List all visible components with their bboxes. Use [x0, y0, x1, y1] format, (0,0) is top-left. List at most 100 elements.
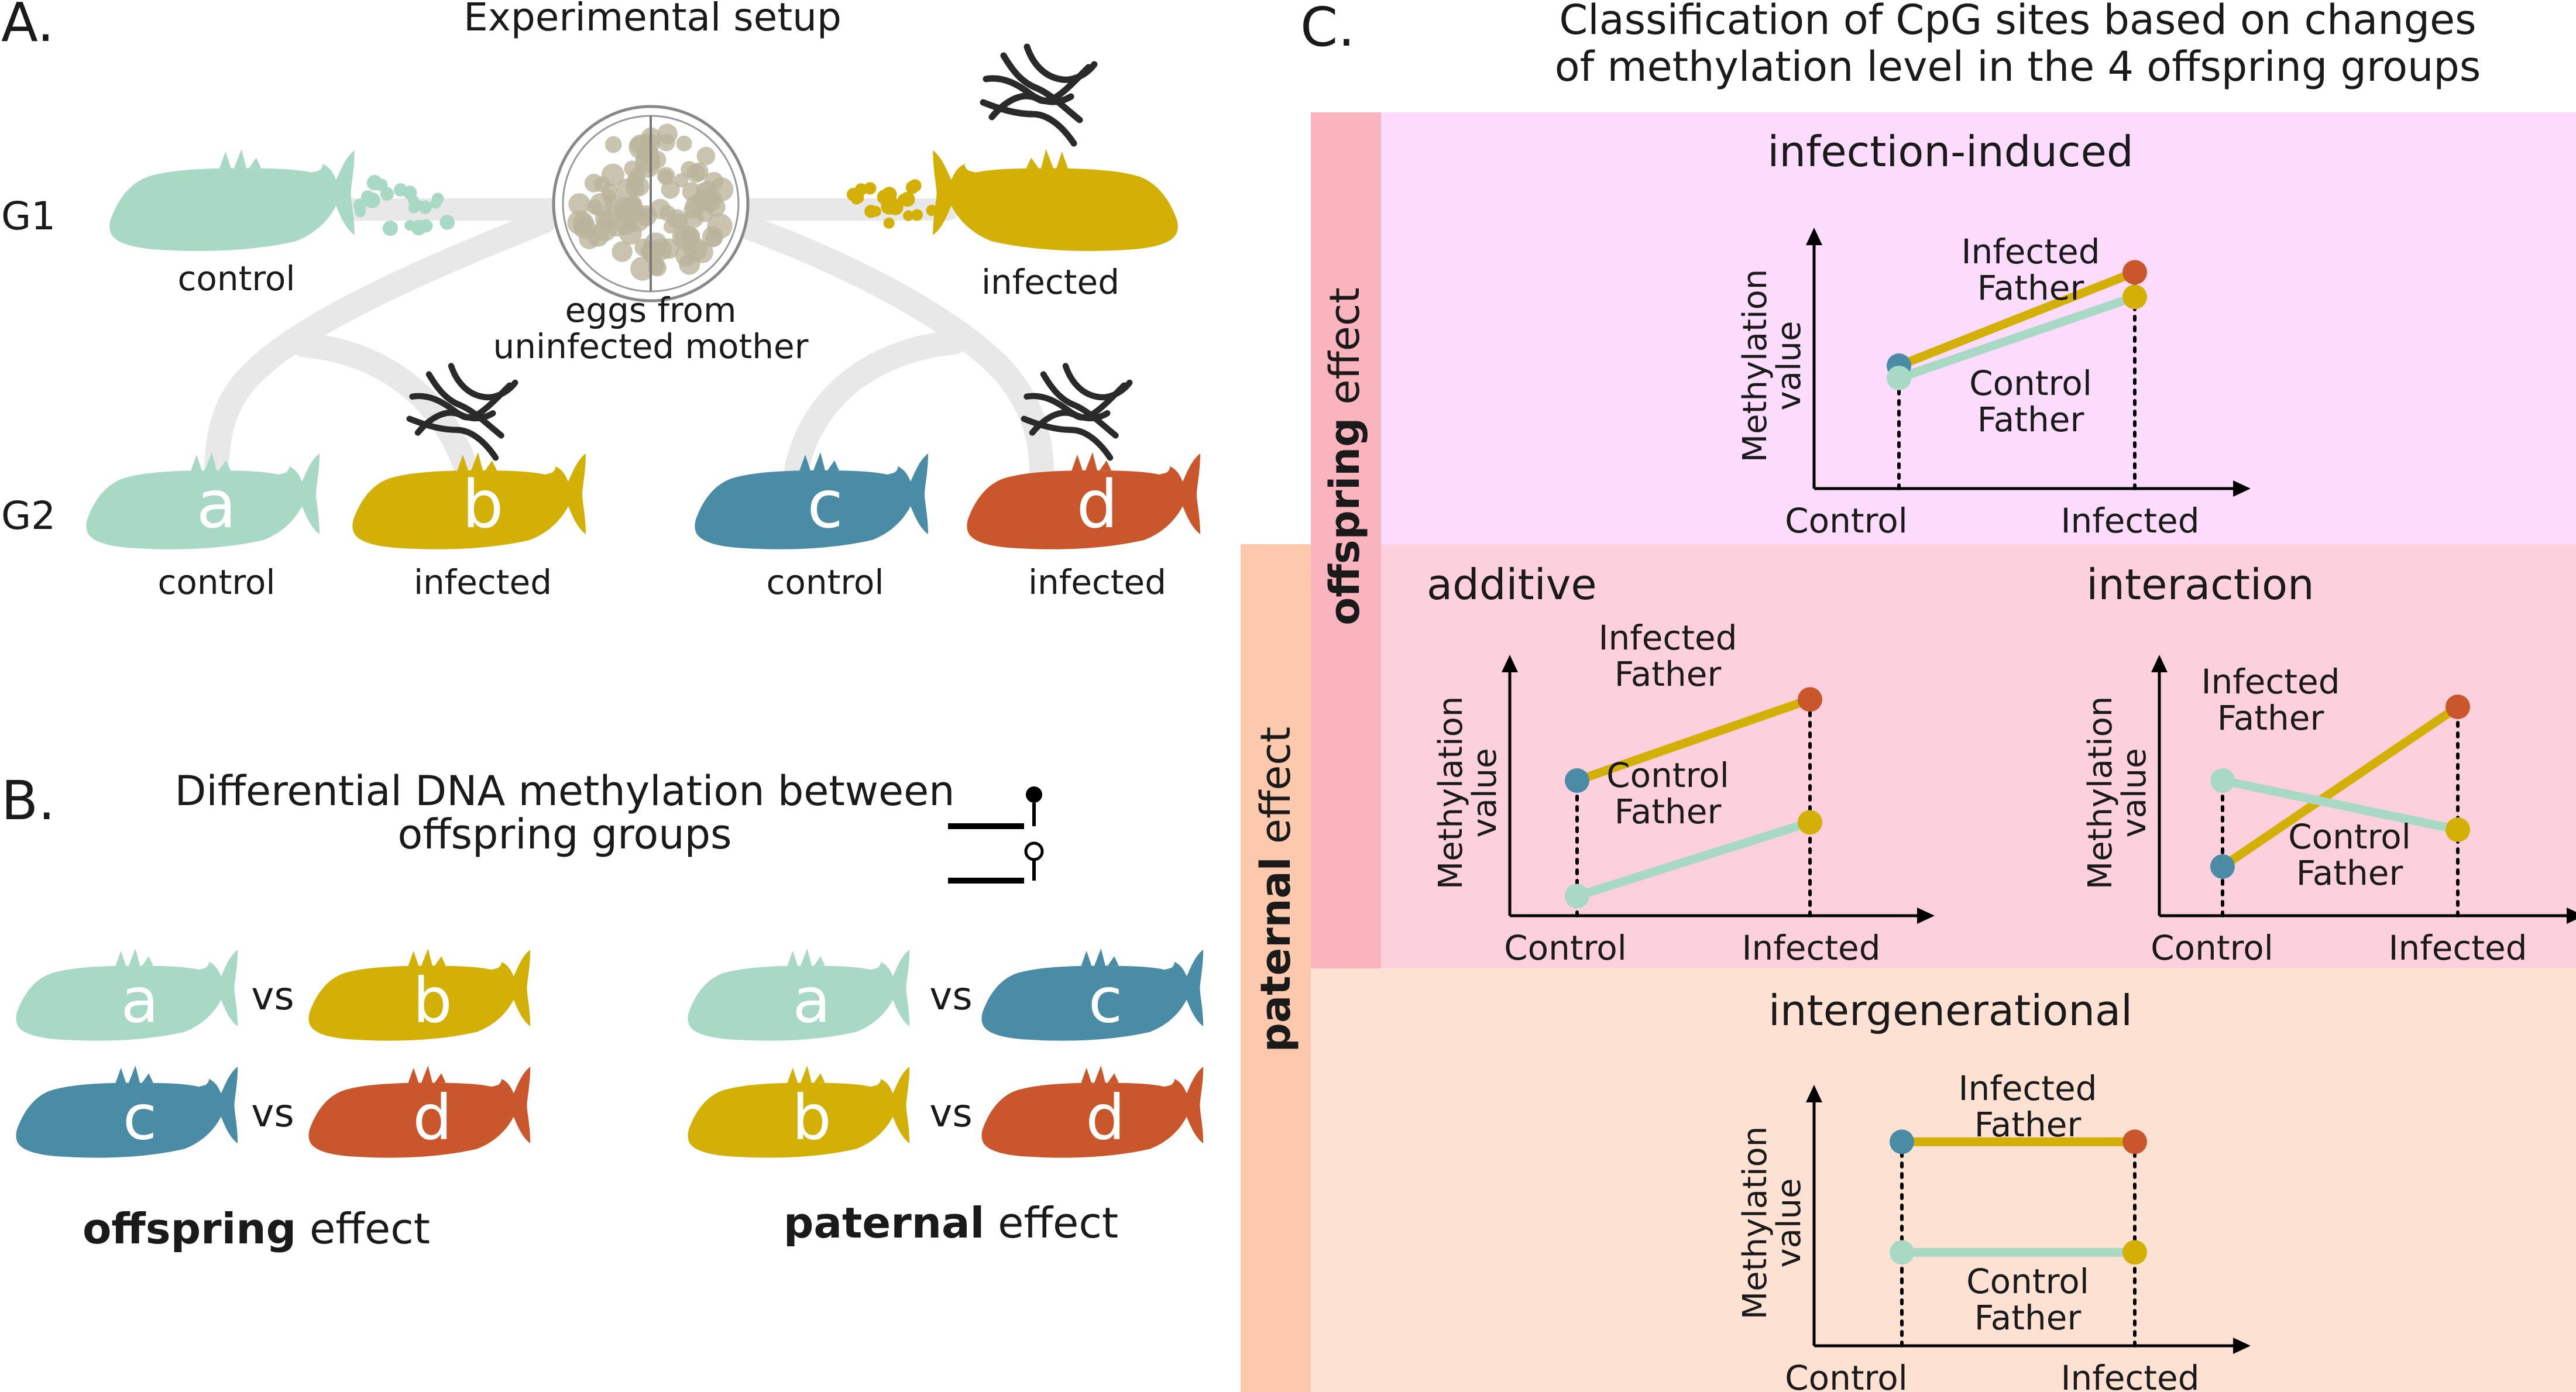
x-tick-infected: Infected — [2388, 928, 2527, 968]
infected-father-label: Infected — [2201, 662, 2340, 702]
egg — [900, 192, 915, 207]
g2-fish-c: c — [695, 452, 928, 549]
point-c — [2210, 854, 2235, 879]
point-a — [1890, 1240, 1914, 1264]
offspring-effect-side-label: offspring effect — [1321, 287, 1369, 625]
panel-b-letter: B. — [1, 769, 55, 832]
g1-infected-label: infected — [981, 262, 1119, 302]
panel-b: B. Differential DNA methylation between … — [1, 767, 1203, 1253]
offspring-effect-comparisons: a vs bc vs d — [16, 948, 530, 1157]
x-tick-control: Control — [1785, 501, 1908, 541]
vs-label: vs — [929, 1091, 972, 1136]
infection-induced-title: infection-induced — [1767, 127, 2133, 176]
point-c — [1565, 768, 1589, 793]
egg — [696, 205, 713, 222]
paternal-effect-caption-rest: effect — [984, 1198, 1118, 1247]
infected-father-label: Infected — [1958, 1068, 2097, 1108]
fish-letter: b — [792, 1082, 832, 1154]
egg — [661, 180, 680, 199]
additive-title: additive — [1427, 560, 1597, 609]
g2-fish-label: infected — [414, 562, 552, 602]
infected-father-label: Father — [2217, 698, 2324, 738]
dna-methylation-icon — [948, 786, 1042, 881]
egg — [612, 241, 632, 262]
point-d — [1798, 687, 1822, 712]
egg — [432, 193, 444, 204]
fish-letter: a — [121, 965, 159, 1037]
egg — [699, 181, 717, 199]
egg — [355, 206, 366, 217]
paternal-side-bold: paternal — [1252, 857, 1300, 1052]
g1-control-label: control — [177, 259, 295, 298]
point-a — [1887, 366, 1911, 390]
offspring-effect-caption-rest: effect — [296, 1204, 430, 1253]
eggs-label-line1: eggs from — [565, 290, 737, 330]
point-d — [2122, 260, 2147, 284]
g2-fish-d: d — [967, 366, 1200, 549]
fish-letter: c — [123, 1082, 157, 1154]
x-tick-infected: Infected — [1742, 928, 1880, 968]
control-father-label: Control — [1966, 1262, 2089, 1301]
point-d — [2122, 1129, 2147, 1154]
panel-c: C. Classification of CpG sites based on … — [1241, 0, 2576, 1392]
fish-letter: c — [1088, 965, 1123, 1037]
egg — [853, 193, 864, 204]
fish-letter: a — [197, 467, 237, 543]
vs-label: vs — [251, 1091, 294, 1136]
infected-father-label: Infected — [1598, 618, 1737, 658]
egg — [909, 179, 922, 192]
point-c — [1890, 1129, 1914, 1154]
g2-fish-a: a — [86, 452, 320, 549]
point-b — [2122, 1240, 2147, 1264]
x-tick-control: Control — [1504, 928, 1627, 968]
infected-father-label: Father — [1977, 268, 2084, 308]
fish-b: b — [308, 948, 530, 1040]
egg — [439, 215, 455, 230]
paternal-effect-caption: paternal effect — [784, 1198, 1118, 1247]
g2-label: G2 — [1, 493, 56, 538]
control-father-label: Control — [2288, 817, 2411, 857]
fish-letter: b — [462, 467, 503, 543]
egg — [585, 174, 603, 193]
egg — [679, 253, 700, 274]
egg — [651, 243, 666, 257]
panel-a-title: Experimental setup — [463, 0, 842, 40]
fish-d: d — [981, 1066, 1203, 1157]
offspring-effect-caption: offspring effect — [83, 1204, 430, 1253]
worm-icon — [983, 47, 1094, 143]
point-a — [2210, 768, 2235, 793]
egg — [605, 136, 622, 153]
panel-c-letter: C. — [1300, 0, 1355, 59]
g1-label: G1 — [1, 194, 56, 239]
egg — [579, 229, 599, 249]
paternal-side-rest: effect — [1252, 727, 1300, 857]
x-tick-control: Control — [1785, 1358, 1908, 1392]
fish-c: c — [16, 1066, 238, 1157]
petri-dish — [554, 106, 748, 301]
fish-b: b — [688, 1066, 909, 1157]
x-tick-infected: Infected — [2060, 501, 2199, 541]
egg — [697, 147, 716, 166]
vs-label: vs — [929, 974, 972, 1019]
fish-letter: b — [413, 965, 452, 1037]
panel-b-title-line1: Differential DNA methylation between — [174, 767, 954, 815]
egg — [658, 134, 675, 152]
egg — [361, 190, 374, 203]
point-b — [1798, 810, 1822, 834]
panel-a: A. Experimental setup G1 G2 control — [1, 0, 1200, 602]
egg — [886, 197, 898, 208]
fish-a: a — [688, 948, 909, 1040]
infected-father-label: Infected — [1961, 232, 2100, 271]
egg — [413, 200, 424, 211]
egg — [911, 209, 923, 221]
panel-b-title-line2: offspring groups — [397, 810, 731, 858]
interaction-title: interaction — [2086, 560, 2314, 609]
x-tick-infected: Infected — [2060, 1358, 2199, 1392]
eggs-label-line2: uninfected mother — [493, 326, 808, 366]
panel-c-title-line2: of methylation level in the 4 offspring … — [1555, 43, 2481, 91]
fish-d: d — [308, 1066, 530, 1157]
offspring-side-rest: effect — [1321, 287, 1369, 418]
offspring-side-bold: offspring — [1321, 418, 1369, 625]
control-father-label: Control — [1606, 755, 1729, 795]
g1-infected-fish — [933, 149, 1178, 251]
